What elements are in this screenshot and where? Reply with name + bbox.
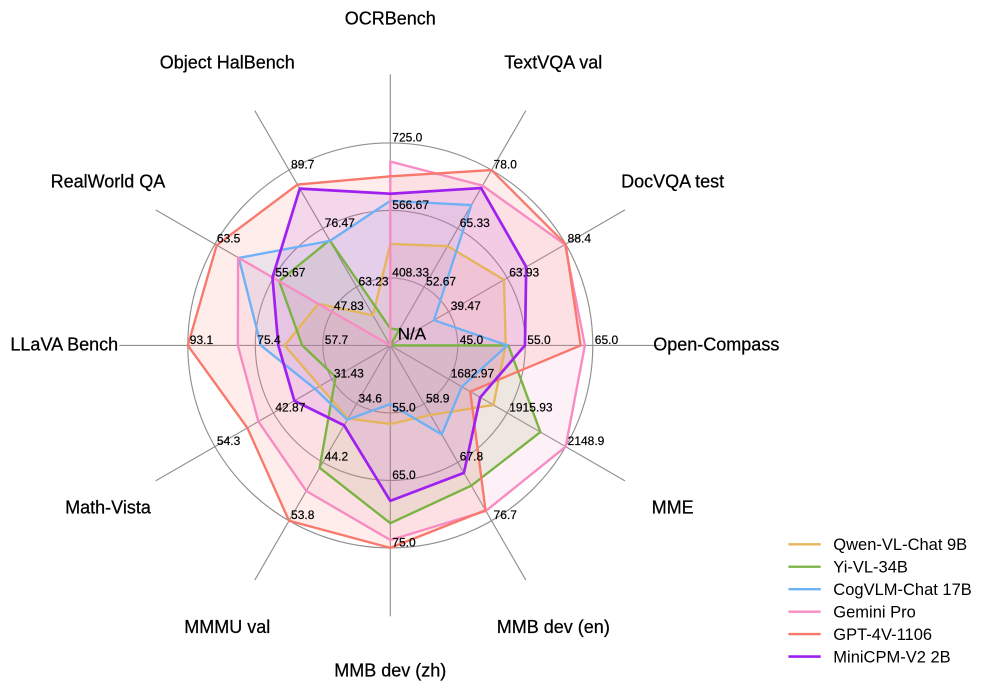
svg-text:55.0: 55.0	[392, 400, 416, 414]
svg-text:63.23: 63.23	[359, 274, 389, 288]
svg-text:57.7: 57.7	[325, 333, 349, 347]
svg-text:65.0: 65.0	[595, 333, 619, 347]
svg-text:MMB dev (en): MMB dev (en)	[497, 617, 610, 637]
svg-text:39.47: 39.47	[451, 299, 481, 313]
svg-text:47.83: 47.83	[334, 299, 364, 313]
svg-text:88.4: 88.4	[568, 232, 592, 246]
svg-text:89.7: 89.7	[291, 157, 315, 171]
svg-text:75.0: 75.0	[392, 535, 416, 549]
svg-text:CogVLM-Chat 17B: CogVLM-Chat 17B	[833, 581, 972, 599]
svg-text:Open-Compass: Open-Compass	[653, 335, 779, 355]
svg-text:MMB dev (zh): MMB dev (zh)	[334, 661, 446, 681]
svg-text:78.0: 78.0	[494, 157, 518, 171]
svg-text:65.33: 65.33	[460, 216, 490, 230]
svg-text:75.4: 75.4	[257, 333, 281, 347]
svg-text:Yi-VL-34B: Yi-VL-34B	[833, 559, 908, 577]
svg-text:76.47: 76.47	[325, 216, 355, 230]
svg-text:MME: MME	[652, 498, 694, 518]
svg-text:44.2: 44.2	[325, 450, 349, 464]
svg-text:725.0: 725.0	[392, 130, 422, 144]
svg-text:1915.93: 1915.93	[509, 400, 553, 414]
svg-text:45.0: 45.0	[460, 333, 484, 347]
svg-text:GPT-4V-1106: GPT-4V-1106	[833, 626, 932, 644]
svg-text:63.93: 63.93	[509, 265, 539, 279]
svg-text:1682.97: 1682.97	[451, 367, 495, 381]
svg-text:67.8: 67.8	[460, 450, 484, 464]
svg-text:42.87: 42.87	[275, 400, 305, 414]
svg-text:DocVQA test: DocVQA test	[621, 172, 724, 192]
svg-text:Math-Vista: Math-Vista	[65, 498, 152, 518]
svg-text:55.0: 55.0	[527, 333, 551, 347]
svg-text:34.6: 34.6	[359, 391, 383, 405]
svg-text:Gemini Pro: Gemini Pro	[833, 604, 916, 622]
svg-text:54.3: 54.3	[217, 434, 241, 448]
svg-text:N/A: N/A	[398, 324, 427, 343]
svg-text:RealWorld QA: RealWorld QA	[51, 172, 166, 192]
svg-text:76.7: 76.7	[494, 508, 518, 522]
svg-text:2148.9: 2148.9	[568, 434, 605, 448]
svg-text:65.0: 65.0	[392, 468, 416, 482]
svg-text:LLaVA Bench: LLaVA Bench	[10, 335, 118, 355]
svg-text:MiniCPM-V2 2B: MiniCPM-V2 2B	[833, 648, 950, 666]
svg-text:52.67: 52.67	[426, 274, 456, 288]
svg-text:55.67: 55.67	[275, 265, 305, 279]
svg-text:63.5: 63.5	[217, 232, 241, 246]
svg-text:53.8: 53.8	[291, 508, 315, 522]
svg-text:Qwen-VL-Chat 9B: Qwen-VL-Chat 9B	[833, 536, 967, 554]
svg-text:566.67: 566.67	[392, 198, 429, 212]
svg-text:93.1: 93.1	[190, 333, 214, 347]
svg-text:58.9: 58.9	[426, 391, 450, 405]
svg-text:MMMU val: MMMU val	[184, 617, 270, 637]
svg-text:Object HalBench: Object HalBench	[160, 52, 295, 72]
svg-text:408.33: 408.33	[392, 265, 429, 279]
svg-text:TextVQA val: TextVQA val	[504, 52, 602, 72]
svg-text:OCRBench: OCRBench	[345, 9, 436, 29]
svg-text:31.43: 31.43	[334, 367, 364, 381]
